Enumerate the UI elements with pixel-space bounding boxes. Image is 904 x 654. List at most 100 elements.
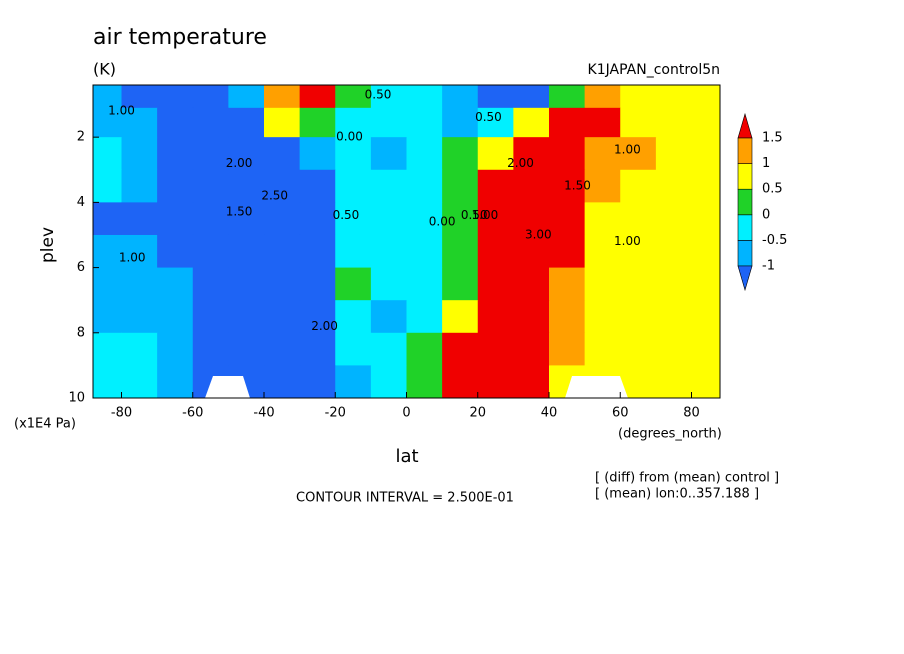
heat-cell [584,267,621,301]
heat-cell [549,332,586,366]
heat-cell [264,107,301,138]
heat-cell [513,137,550,171]
heat-cell [620,169,657,203]
colorbar-box [737,188,753,216]
contour-label: 2.00 [507,156,534,170]
contour-interval: CONTOUR INTERVAL = 2.500E-01 [296,491,514,506]
heat-cell [299,332,336,366]
heat-cell [121,365,158,399]
heat-cell [370,300,407,334]
heat-cell [157,169,194,203]
heat-cell [549,267,586,301]
heat-cell [513,267,550,301]
heat-cell [477,85,514,109]
heat-cell [477,365,514,399]
heat-cell [192,332,229,366]
heat-cell [157,234,194,269]
heat-cell [655,169,692,203]
heat-cell [157,300,194,334]
heat-cell [93,365,122,399]
heat-cell [93,85,122,109]
x-tick-label: 80 [683,406,700,421]
heat-cell [513,85,550,109]
heat-cell [93,137,122,171]
heat-cell [406,107,443,138]
heat-cell [157,267,194,301]
heat-cell [157,365,194,399]
heat-cell [477,267,514,301]
heat-cell [228,300,265,334]
heat-cell [549,202,586,236]
note: [ (diff) from (mean) control ] [595,471,779,486]
heat-cell [121,267,158,301]
heat-cell [406,137,443,171]
heat-cell [655,332,692,366]
heat-cell [406,202,443,236]
heat-cell [370,234,407,269]
heat-cell [299,234,336,269]
heat-cell [655,267,692,301]
heat-cell [691,107,721,138]
heat-cell [192,137,229,171]
heat-cell [584,300,621,334]
x-tick-label: -20 [325,406,346,421]
contour-label: 1.00 [472,208,499,222]
heat-cell [584,85,621,109]
heat-cell [299,169,336,203]
heat-cell [264,234,301,269]
heat-cell [584,234,621,269]
heat-cell [477,234,514,269]
heat-cell [228,85,265,109]
heat-cell [299,137,336,171]
contour-label: 1.00 [614,234,641,248]
contour-label: 2.50 [261,188,288,202]
heat-cell [228,267,265,301]
units: (K) [93,60,116,79]
contour-label: 2.00 [226,156,253,170]
heat-cell [691,267,721,301]
heat-cell [406,332,443,366]
heat-cell [335,137,372,171]
contour-label: 0.00 [336,130,363,144]
heat-cell [370,267,407,301]
heat-cell [691,85,721,109]
heat-cell [228,169,265,203]
heat-cell [655,85,692,109]
heat-cell [192,234,229,269]
heat-cell [584,107,621,138]
heat-cell [228,234,265,269]
heat-cell [121,234,158,269]
heat-cell [121,169,158,203]
heat-cell [406,234,443,269]
heat-cell [157,137,194,171]
heat-cell [549,107,586,138]
heat-cell [549,300,586,334]
terrain-mask [565,376,628,398]
heat-cell [620,300,657,334]
y-tick-label: 4 [77,195,85,210]
heat-cell [442,234,479,269]
y-tick-label: 10 [68,391,85,406]
heat-cell [370,137,407,171]
heat-cell [299,107,336,138]
heat-cell [406,85,443,109]
heat-cell [93,234,122,269]
heat-cell [264,85,301,109]
heat-cell [584,202,621,236]
heat-cell [513,169,550,203]
heat-cell [620,365,657,399]
heat-cell [442,332,479,366]
heat-cell [93,202,122,236]
y-tick-label: 8 [77,325,85,340]
heat-cell [477,107,514,138]
heat-cell [655,137,692,171]
heat-cell [549,234,586,269]
contour-label: 2.00 [311,319,338,333]
contour-label: 0.00 [429,214,456,228]
colorbar-label: -1 [762,259,775,274]
contour-label: 1.00 [119,250,146,264]
heat-cell [691,169,721,203]
heat-cell [335,234,372,269]
